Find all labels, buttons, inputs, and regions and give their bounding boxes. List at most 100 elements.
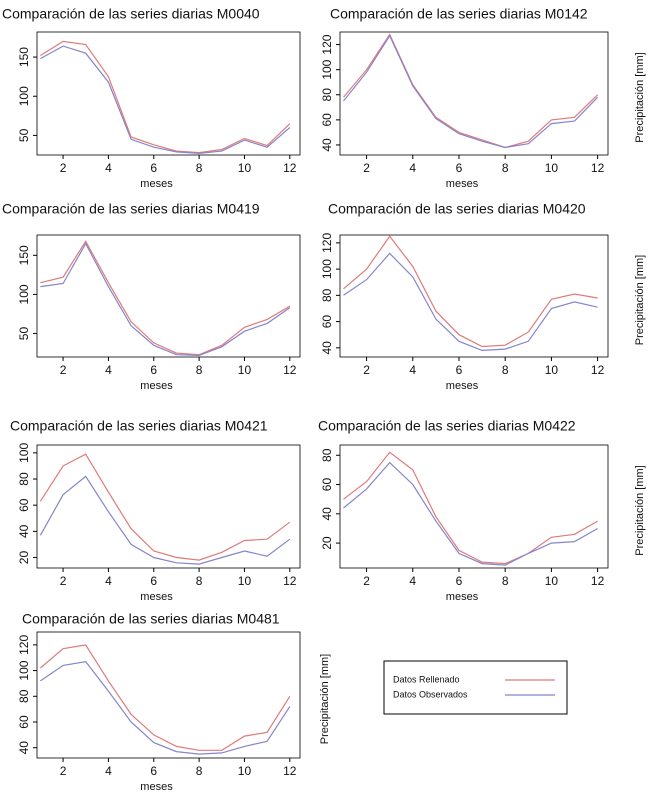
series-line: [40, 45, 291, 155]
plot-frame: [36, 234, 301, 358]
chart-title: Comparación de las series diarias M0421: [10, 418, 268, 434]
x-tick-label: 8: [196, 363, 203, 377]
x-tick-label: 10: [545, 161, 559, 175]
x-axis-label: meses: [446, 380, 479, 392]
x-tick-label: 12: [283, 363, 297, 377]
x-tick-label: 4: [409, 161, 416, 175]
series-line: [343, 33, 599, 149]
y-axis-label: Precipitación [mm]: [634, 255, 646, 345]
plot-frame: [339, 234, 609, 358]
y-tick-label: 40: [320, 341, 334, 355]
y-tick-label: 80: [17, 689, 31, 703]
x-tick-label: 4: [409, 363, 416, 377]
x-tick-label: 2: [60, 574, 67, 588]
y-tick-label: 60: [17, 715, 31, 729]
x-axis-label: meses: [446, 178, 479, 190]
chart-title: Comparación de las series diarias M0142: [330, 6, 588, 22]
x-tick-label: 8: [196, 764, 203, 778]
y-tick-label: 80: [320, 448, 334, 462]
x-tick-label: 6: [456, 161, 463, 175]
x-tick-label: 6: [456, 363, 463, 377]
x-axis-label: meses: [140, 781, 173, 793]
x-tick-label: 10: [238, 764, 252, 778]
y-tick-label: 80: [320, 88, 334, 102]
plot-frame: [36, 444, 301, 569]
y-tick-label: 20: [17, 551, 31, 565]
series-line: [343, 451, 598, 565]
series-line: [40, 242, 291, 357]
y-tick-label: 60: [320, 315, 334, 329]
series-line: [343, 461, 598, 566]
y-tick-label: 100: [17, 284, 31, 304]
y-tick-label: 100: [17, 660, 31, 680]
x-tick-label: 2: [60, 161, 67, 175]
x-tick-label: 10: [545, 363, 559, 377]
y-axis-label: Precipitación [mm]: [634, 465, 646, 555]
x-tick-label: 6: [150, 363, 157, 377]
x-tick-label: 8: [502, 363, 509, 377]
y-tick-label: 20: [320, 536, 334, 550]
legend-box: [383, 660, 568, 715]
y-tick-label: 40: [320, 507, 334, 521]
y-tick-label: 40: [320, 138, 334, 152]
x-tick-label: 6: [150, 574, 157, 588]
y-tick-label: 40: [17, 741, 31, 755]
y-tick-label: 60: [320, 113, 334, 127]
x-axis-label: meses: [140, 178, 173, 190]
y-tick-label: 120: [320, 34, 334, 54]
x-tick-label: 2: [60, 363, 67, 377]
series-line: [39, 453, 291, 561]
x-tick-label: 8: [196, 161, 203, 175]
x-tick-label: 8: [502, 161, 509, 175]
y-tick-label: 100: [17, 86, 31, 106]
series-line: [343, 34, 599, 149]
x-tick-label: 10: [238, 574, 252, 588]
x-tick-label: 2: [60, 764, 67, 778]
y-tick-label: 120: [17, 635, 31, 655]
x-tick-label: 4: [105, 161, 112, 175]
x-tick-label: 10: [238, 363, 252, 377]
series-line: [343, 252, 598, 352]
series-line: [343, 235, 598, 348]
x-axis-label: meses: [446, 591, 479, 603]
x-tick-label: 4: [105, 764, 112, 778]
y-tick-label: 100: [17, 443, 31, 463]
y-tick-label: 50: [17, 327, 31, 341]
x-tick-label: 6: [456, 574, 463, 588]
y-tick-label: 80: [320, 288, 334, 302]
y-tick-label: 50: [17, 128, 31, 142]
x-tick-label: 12: [283, 574, 297, 588]
plot-frame: [36, 31, 301, 156]
series-line: [40, 240, 291, 356]
y-tick-label: 60: [320, 478, 334, 492]
y-tick-label: 150: [17, 245, 31, 265]
x-tick-label: 12: [591, 363, 605, 377]
x-tick-label: 10: [545, 574, 559, 588]
x-tick-label: 4: [409, 574, 416, 588]
x-axis-label: meses: [140, 591, 173, 603]
chart-title: Comparación de las series diarias M0419: [2, 201, 260, 217]
plot-frame: [339, 31, 609, 156]
y-tick-label: 100: [320, 259, 334, 279]
x-tick-label: 6: [150, 161, 157, 175]
plot-frame: [36, 631, 301, 759]
y-axis-label: Precipitación [mm]: [634, 52, 646, 142]
y-axis-label: Precipitación [mm]: [319, 654, 331, 744]
chart-title: Comparación de las series diarias M0040: [2, 6, 260, 22]
y-tick-label: 40: [17, 524, 31, 538]
x-tick-label: 8: [502, 574, 509, 588]
x-tick-label: 10: [238, 161, 252, 175]
x-tick-label: 2: [363, 363, 370, 377]
x-tick-label: 12: [591, 574, 605, 588]
chart-title: Comparación de las series diarias M0422: [318, 418, 576, 434]
x-tick-label: 12: [283, 161, 297, 175]
plot-frame: [339, 444, 609, 569]
x-tick-label: 4: [105, 363, 112, 377]
y-tick-label: 100: [320, 59, 334, 79]
x-tick-label: 4: [105, 574, 112, 588]
x-tick-label: 8: [196, 574, 203, 588]
x-tick-label: 12: [591, 161, 605, 175]
x-axis-label: meses: [140, 380, 173, 392]
x-tick-label: 12: [283, 764, 297, 778]
